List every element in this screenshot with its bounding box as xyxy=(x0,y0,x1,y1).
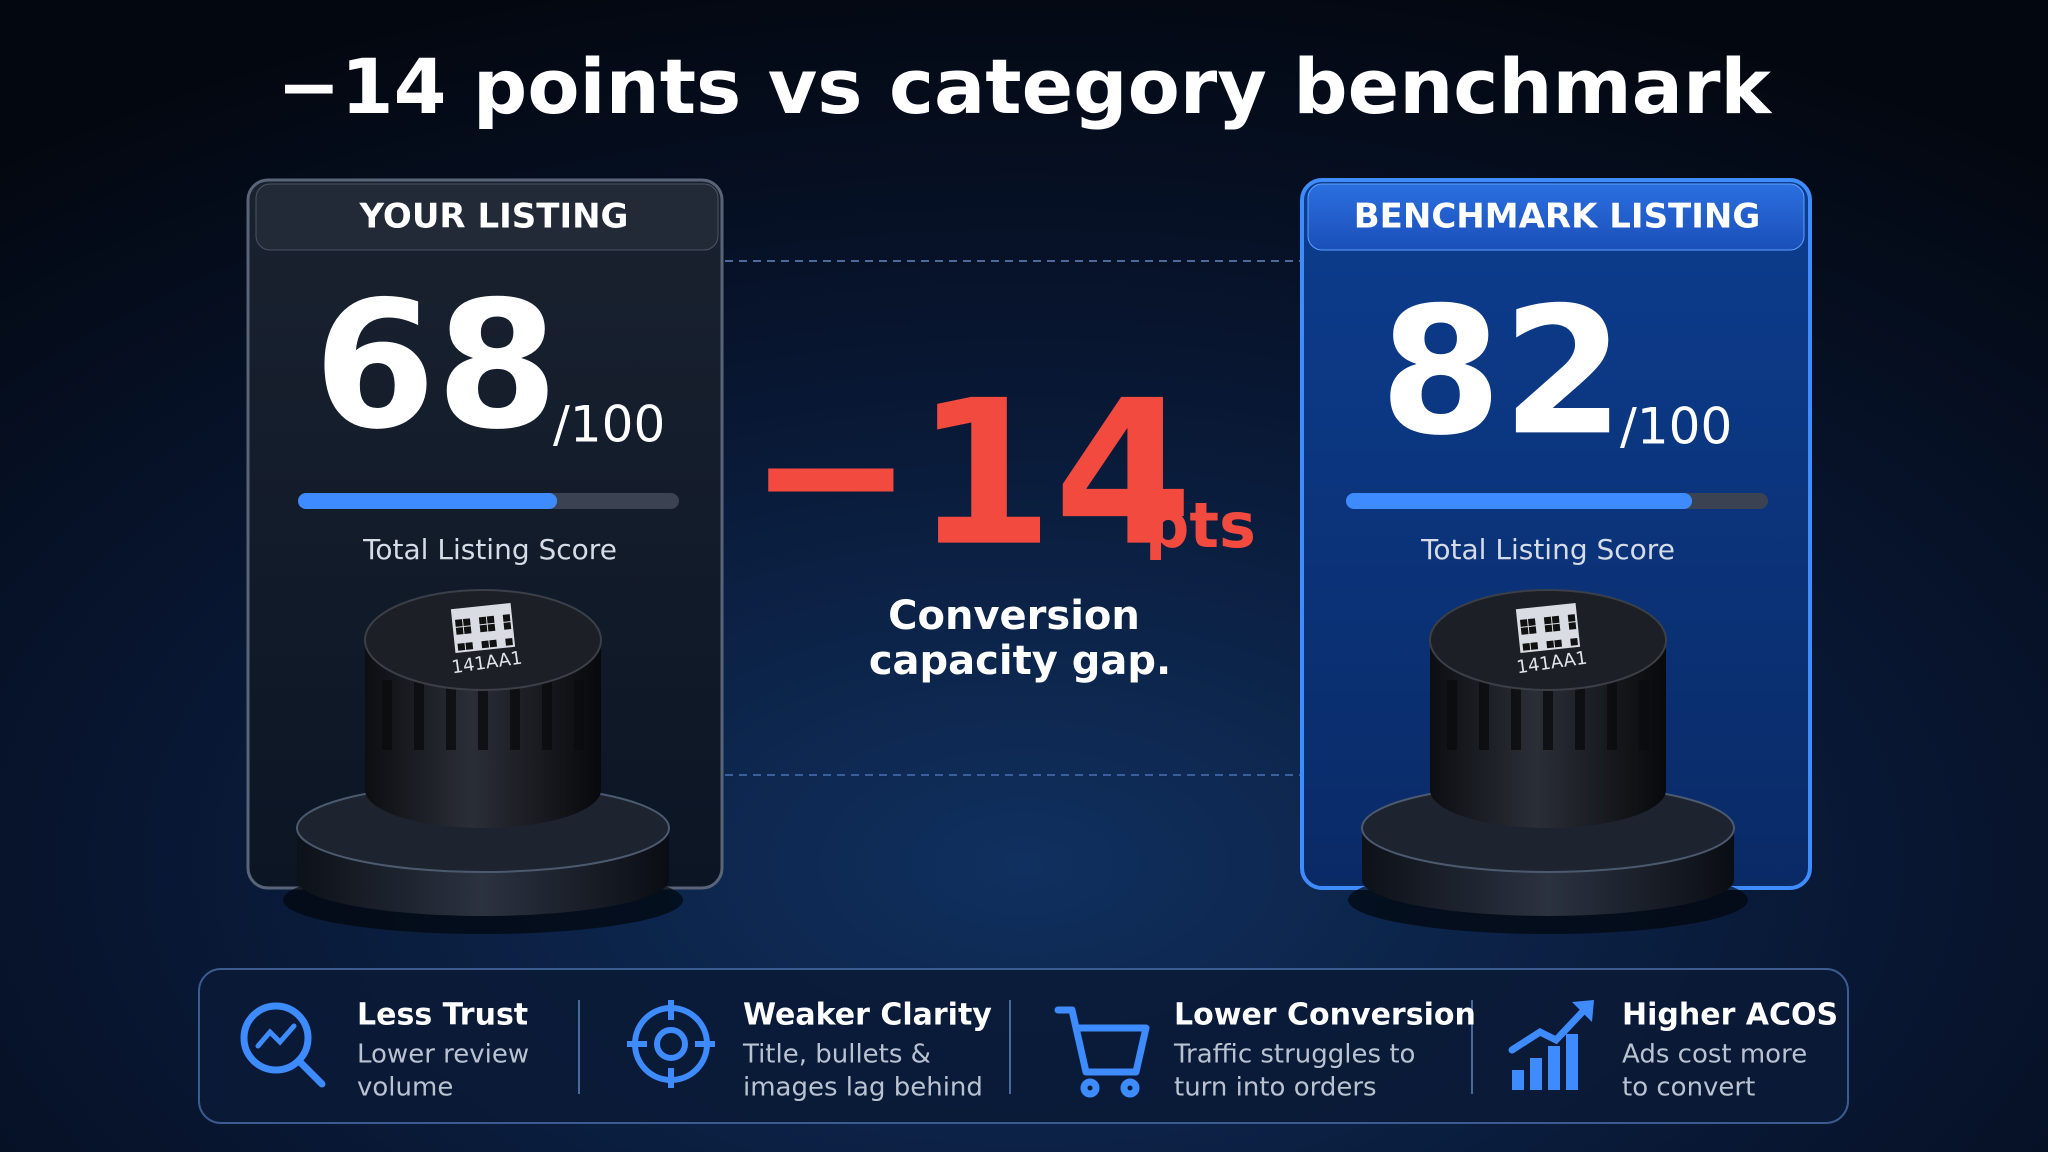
puck-grip xyxy=(510,680,520,750)
gap-value: −14 xyxy=(747,358,1193,591)
card-header-text: YOUR LISTING xyxy=(359,197,629,237)
score-max: /100 xyxy=(1620,398,1732,456)
puck-grip xyxy=(414,680,424,750)
icon-cart xyxy=(1054,1006,1150,1098)
qr-cell xyxy=(502,614,511,622)
impact-description: to convert xyxy=(1622,1073,1755,1103)
qr-cell xyxy=(465,642,474,650)
gap-caption: capacity gap. xyxy=(869,638,1171,684)
qr-cell xyxy=(1527,618,1536,627)
puck-grip xyxy=(1639,680,1649,750)
icon-chart xyxy=(1508,1000,1594,1090)
impact-title: Higher ACOS xyxy=(1622,998,1838,1033)
qr-code xyxy=(450,602,516,654)
score-caption: Total Listing Score xyxy=(1420,533,1675,566)
qr-cell xyxy=(1551,615,1560,624)
qr-cell xyxy=(462,618,471,627)
qr-cell xyxy=(1520,627,1529,635)
qr-cell xyxy=(454,619,463,627)
score: 68 xyxy=(314,263,559,468)
qr-cell xyxy=(489,639,498,648)
score-caption: Total Listing Score xyxy=(362,533,617,566)
qr-cell xyxy=(478,616,487,625)
qr-cell xyxy=(457,643,466,651)
score-max: /100 xyxy=(553,396,665,454)
qr-cell xyxy=(1546,640,1555,649)
gap-unit: pts xyxy=(1145,489,1256,562)
qr-cell xyxy=(486,615,495,624)
impact-title: Less Trust xyxy=(357,998,528,1033)
puck-grip xyxy=(478,680,488,750)
puck-grip xyxy=(1511,680,1521,750)
card-header-text: BENCHMARK LISTING xyxy=(1354,197,1761,237)
puck-grip xyxy=(542,680,552,750)
qr-cell xyxy=(1544,624,1553,633)
impact-description: Title, bullets & xyxy=(742,1040,931,1070)
puck-grip xyxy=(1447,680,1457,750)
product: 141AA1 xyxy=(283,589,683,934)
card-header xyxy=(1307,183,1805,251)
qr-cell xyxy=(1522,643,1531,651)
qr-code xyxy=(1515,602,1581,654)
puck-grip xyxy=(1607,680,1617,750)
qr-cell xyxy=(1519,619,1528,627)
impact-description: Traffic struggles to xyxy=(1173,1040,1415,1070)
qr-cell xyxy=(487,623,496,632)
puck-grip xyxy=(446,680,456,750)
qr-cell xyxy=(463,626,472,634)
impact-description: Ads cost more xyxy=(1622,1040,1807,1070)
icon-target xyxy=(627,1000,715,1088)
qr-cell xyxy=(1568,622,1577,630)
puck-grip xyxy=(574,680,584,750)
icon-search xyxy=(240,1002,326,1088)
qr-cell xyxy=(1530,642,1539,650)
product: 141AA1 xyxy=(1348,589,1748,934)
score-bar xyxy=(298,493,558,509)
qr-cell xyxy=(479,624,488,633)
gap-caption: Conversion xyxy=(888,593,1140,639)
qr-cell xyxy=(455,627,464,635)
qr-cell xyxy=(1543,616,1552,625)
qr-cell xyxy=(481,640,490,649)
qr-cell xyxy=(1554,639,1563,648)
score-bar xyxy=(1346,493,1693,509)
puck-grip xyxy=(1479,680,1489,750)
title: −14 points vs category benchmark xyxy=(277,42,1772,131)
impact-title: Lower Conversion xyxy=(1174,998,1476,1033)
qr-cell xyxy=(505,638,513,646)
qr-cell xyxy=(1570,638,1578,646)
impact-title: Weaker Clarity xyxy=(743,998,992,1033)
qr-cell xyxy=(1552,623,1561,632)
puck-grip xyxy=(1543,680,1553,750)
impact-description: images lag behind xyxy=(743,1073,983,1103)
qr-cell xyxy=(1528,626,1537,634)
impact-description: turn into orders xyxy=(1174,1073,1377,1103)
score: 82 xyxy=(1380,269,1625,474)
impact-panel xyxy=(198,968,1849,1124)
puck-grip xyxy=(382,680,392,750)
card-header xyxy=(255,183,719,251)
puck-grip xyxy=(1575,680,1585,750)
qr-cell xyxy=(503,622,512,630)
impact-description: volume xyxy=(357,1073,453,1103)
qr-cell xyxy=(1567,614,1576,622)
impact-description: Lower review xyxy=(357,1040,529,1070)
